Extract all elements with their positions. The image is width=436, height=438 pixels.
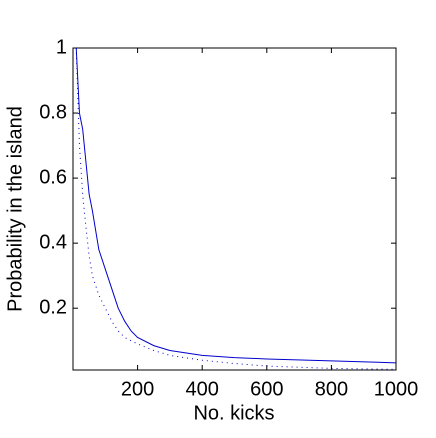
series-line <box>75 47 397 364</box>
y-tick-label: 0.2 <box>39 296 67 318</box>
y-tick-label: 0.4 <box>39 231 67 253</box>
y-tick-label: 1 <box>56 36 67 58</box>
x-tick-label: 800 <box>315 378 348 400</box>
x-tick-label: 200 <box>121 378 154 400</box>
plot-frame <box>72 47 397 371</box>
y-axis-label: Probability in the island <box>4 106 26 312</box>
x-tick-label: 400 <box>186 378 219 400</box>
x-axis-label: No. kicks <box>193 402 274 424</box>
x-tick-label: 600 <box>250 378 283 400</box>
y-tick-label: 0.8 <box>39 101 67 123</box>
x-tick-label: 1000 <box>374 378 419 400</box>
y-tick-label: 0.6 <box>39 166 67 188</box>
